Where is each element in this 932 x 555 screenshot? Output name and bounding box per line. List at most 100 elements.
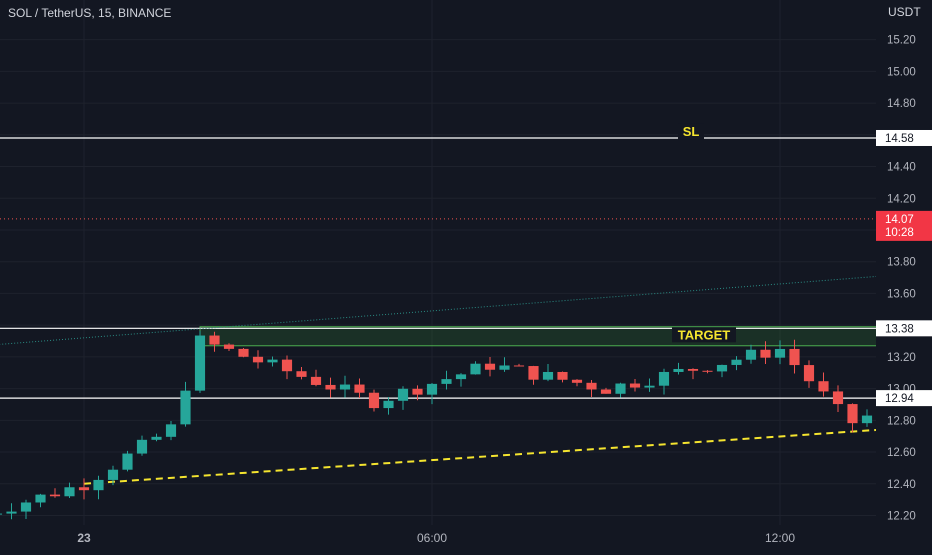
candle-body [252, 356, 264, 363]
price-level-badge-label: 14.58 [885, 133, 914, 145]
candle-body [441, 379, 452, 384]
candle-body [238, 348, 249, 357]
candle-body [484, 363, 496, 370]
candle-body [49, 494, 61, 497]
target-zone-layer [199, 326, 932, 347]
candle-body [803, 365, 815, 382]
y-tick-label: 15.20 [887, 35, 916, 47]
candle-body [745, 349, 757, 360]
candle-body [629, 383, 641, 388]
symbol-title: SOL / TetherUS, 15, BINANCE [8, 6, 172, 20]
price-axis-title: USDT [888, 5, 921, 19]
y-tick-label: 13.60 [887, 288, 916, 300]
price-axis-panel [876, 0, 932, 550]
candle-body [818, 381, 829, 392]
y-tick-label: 13.80 [887, 257, 916, 269]
current-price-badge [876, 210, 932, 241]
price-levels-layer [0, 137, 876, 399]
candle-body [542, 371, 554, 380]
candle-body [571, 379, 583, 383]
sl-label: SL [683, 124, 700, 139]
candle-body [455, 374, 467, 380]
countdown-label: 10:28 [885, 227, 914, 239]
sl-label-box [678, 123, 704, 140]
candle-body [789, 348, 800, 366]
current-price-label: 14.07 [885, 214, 914, 226]
candle-body [586, 382, 597, 390]
candle-body [397, 388, 409, 401]
target-zone [199, 326, 932, 347]
y-tick-label: 12.60 [887, 447, 916, 459]
candle-body [528, 366, 539, 380]
candle-body [513, 365, 525, 367]
candle-body [310, 376, 322, 385]
candle-body [731, 359, 742, 365]
candle-body [774, 348, 786, 358]
target-label-box [672, 327, 736, 343]
candle-body [165, 424, 177, 437]
price-level-badge [876, 129, 932, 146]
candle-body [470, 363, 481, 375]
price-level-badge [876, 320, 932, 337]
x-tick-label: 23 [77, 531, 91, 545]
candle-body [499, 365, 510, 370]
candle-body [687, 368, 699, 371]
candles-layer [0, 331, 931, 520]
candle-body [760, 349, 771, 358]
candle-body [209, 335, 220, 345]
candle-body [64, 487, 75, 497]
candle-body [832, 391, 844, 405]
candle-body [368, 392, 380, 409]
candle-body [194, 335, 206, 391]
y-tick-label: 12.80 [887, 415, 916, 427]
trendlines-layer [0, 271, 932, 485]
candle-body [861, 415, 873, 424]
y-tick-label: 14.40 [887, 162, 916, 174]
annotation-labels-layer: Left ShouldeHeadRight ShoulderSLTARGET [672, 123, 736, 343]
candle-body [412, 388, 423, 395]
x-tick-label: 06:00 [417, 531, 447, 545]
candle-body [223, 344, 235, 349]
candle-body [20, 502, 32, 512]
candle-body [339, 384, 351, 390]
candle-body [93, 479, 104, 491]
candle-body [557, 371, 568, 380]
candle-body [35, 494, 46, 503]
candle-body [6, 511, 17, 514]
candle-body [107, 469, 119, 480]
candle-body [267, 359, 278, 363]
price-level-badge [876, 390, 932, 407]
candle-body [673, 368, 684, 372]
candle-body [615, 383, 626, 394]
y-tick-label: 12.20 [887, 510, 916, 522]
target-label: TARGET [678, 327, 731, 342]
y-tick-label: 12.40 [887, 479, 916, 491]
time-axis-panel [0, 525, 932, 550]
candle-body [78, 487, 90, 491]
y-tick-label: 14.20 [887, 193, 916, 205]
candle-body [325, 384, 336, 390]
candle-body [383, 400, 394, 409]
candle-body [354, 384, 365, 393]
candle-body [180, 390, 191, 425]
candle-body [658, 371, 670, 386]
candle-body [281, 359, 293, 372]
y-tick-label: 15.00 [887, 66, 916, 78]
y-tick-label: 14.80 [887, 98, 916, 110]
y-tick-label: 13.20 [887, 352, 916, 364]
candle-body [600, 389, 612, 394]
candle-body [122, 453, 133, 470]
candle-body [426, 383, 438, 395]
price-level-badge-label: 13.38 [885, 323, 914, 335]
candle-body [136, 439, 148, 454]
candle-body [702, 370, 713, 372]
candle-body [847, 404, 858, 424]
candle-body [151, 436, 162, 440]
candle-body [716, 364, 728, 372]
candle-body [0, 513, 3, 515]
candle-body [296, 371, 307, 377]
price-level-badge-label: 12.94 [885, 393, 914, 405]
